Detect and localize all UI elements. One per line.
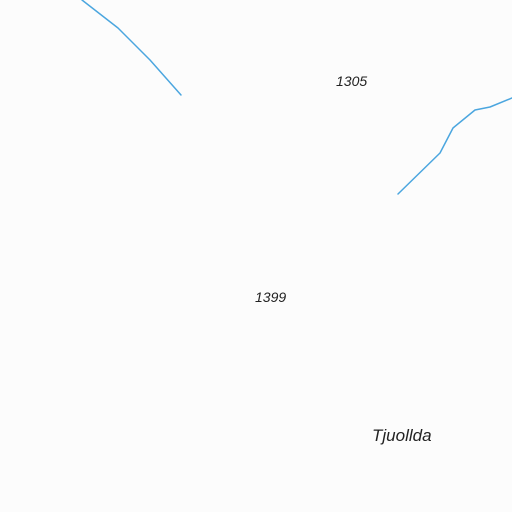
elevation-label-1305: 1305: [336, 73, 368, 89]
place-name-label: Tjuollda: [372, 426, 432, 445]
stream-line-east: [397, 97, 512, 195]
elevation-label-1399: 1399: [255, 289, 287, 305]
stream-line-northwest: [81, 0, 182, 96]
